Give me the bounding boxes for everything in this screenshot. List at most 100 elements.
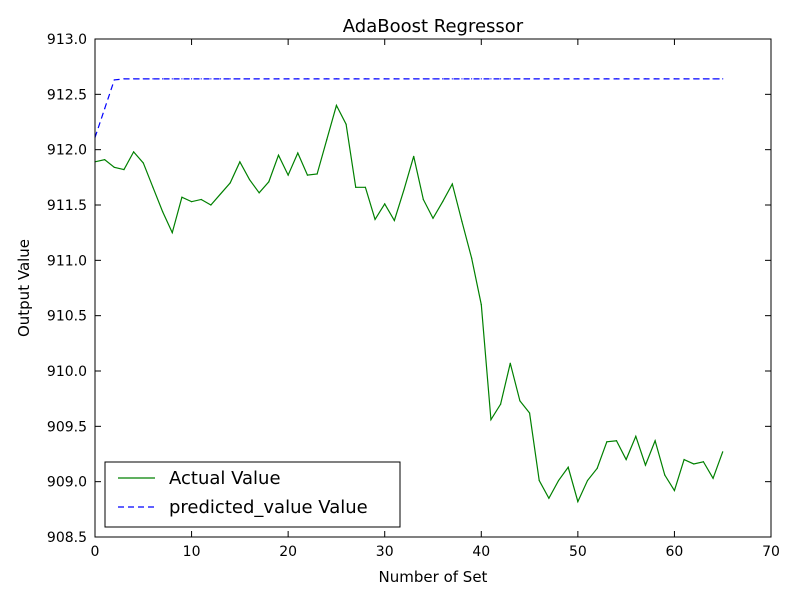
data-point [374, 218, 376, 220]
data-point [722, 451, 724, 453]
data-point [509, 78, 511, 80]
series-line-predicted [94, 78, 723, 138]
data-point [480, 304, 482, 306]
data-point [113, 166, 115, 168]
data-point [693, 78, 695, 80]
data-point [538, 479, 540, 482]
data-point [123, 78, 125, 80]
data-point [345, 123, 347, 125]
data-point [432, 78, 434, 80]
data-point [422, 78, 424, 80]
legend-label-actual: Actual Value [169, 468, 281, 489]
data-point [577, 78, 579, 80]
data-point [490, 419, 492, 421]
data-point [326, 139, 328, 141]
data-point [712, 78, 714, 80]
data-point [123, 168, 125, 171]
data-point [113, 79, 115, 81]
x-tick-label: 40 [472, 544, 490, 560]
data-point [683, 458, 685, 461]
data-point [277, 78, 280, 80]
y-tick-label: 909.0 [47, 475, 87, 491]
data-point [239, 78, 241, 80]
y-tick-label: 912.5 [47, 87, 87, 103]
data-point [239, 161, 241, 163]
data-point [471, 257, 473, 259]
data-point [219, 78, 222, 80]
data-point [142, 162, 144, 164]
data-point [229, 182, 231, 184]
data-point [567, 78, 569, 80]
data-point [248, 178, 251, 181]
data-point [306, 174, 309, 176]
data-point [171, 78, 173, 80]
x-tick-label: 30 [376, 544, 394, 560]
data-point [133, 78, 135, 80]
data-point [277, 154, 280, 156]
data-point [683, 78, 685, 80]
data-point [519, 78, 521, 80]
data-point [229, 78, 231, 80]
data-point [152, 78, 154, 80]
data-point [268, 181, 270, 183]
data-point [393, 219, 395, 222]
data-point [644, 78, 647, 80]
data-point [190, 78, 193, 80]
data-point [528, 412, 531, 414]
data-point [364, 78, 366, 80]
data-point [586, 479, 589, 482]
x-tick-label: 0 [91, 544, 100, 560]
data-point [625, 458, 627, 461]
data-point [364, 186, 366, 188]
data-point [335, 78, 338, 80]
data-point [644, 464, 647, 466]
legend-box [104, 461, 401, 528]
data-point [471, 78, 473, 80]
y-tick-label: 910.0 [47, 364, 87, 380]
data-point [654, 440, 656, 442]
data-point [586, 78, 589, 80]
data-point [673, 78, 676, 80]
data-point [509, 362, 511, 364]
data-point [461, 78, 463, 80]
data-point [451, 78, 453, 80]
data-point [625, 78, 627, 80]
data-point [606, 441, 608, 443]
data-point [345, 78, 347, 80]
data-point [422, 198, 424, 201]
y-tick-label: 910.5 [47, 309, 87, 325]
y-tick-label: 908.5 [47, 530, 87, 546]
data-point [451, 183, 453, 185]
x-tick-label: 60 [666, 544, 684, 560]
data-point [316, 173, 318, 175]
x-tick-label: 50 [569, 544, 587, 560]
data-point [181, 196, 183, 198]
y-tick-label: 909.5 [47, 419, 87, 435]
series-line-actual [94, 103, 724, 504]
data-point [181, 78, 183, 80]
data-point [104, 108, 106, 110]
data-point [635, 78, 637, 80]
data-point [538, 78, 540, 80]
data-point [480, 78, 482, 80]
data-point [162, 78, 164, 80]
data-point [442, 78, 444, 80]
y-tick-label: 911.5 [47, 198, 87, 214]
data-point [567, 466, 569, 468]
data-point [615, 440, 618, 442]
data-point [374, 78, 376, 80]
data-point [200, 198, 202, 201]
data-point [268, 78, 270, 80]
data-point [528, 78, 531, 80]
data-point [104, 159, 106, 161]
data-point [500, 403, 502, 405]
data-point [393, 78, 395, 80]
plot-frame [94, 38, 772, 538]
data-point [403, 78, 405, 80]
data-point [355, 78, 357, 80]
data-point [615, 78, 618, 80]
data-point [162, 211, 164, 213]
y-tick-label: 911.0 [47, 253, 87, 269]
data-point [306, 78, 309, 80]
y-tick-label: 912.0 [47, 143, 87, 159]
